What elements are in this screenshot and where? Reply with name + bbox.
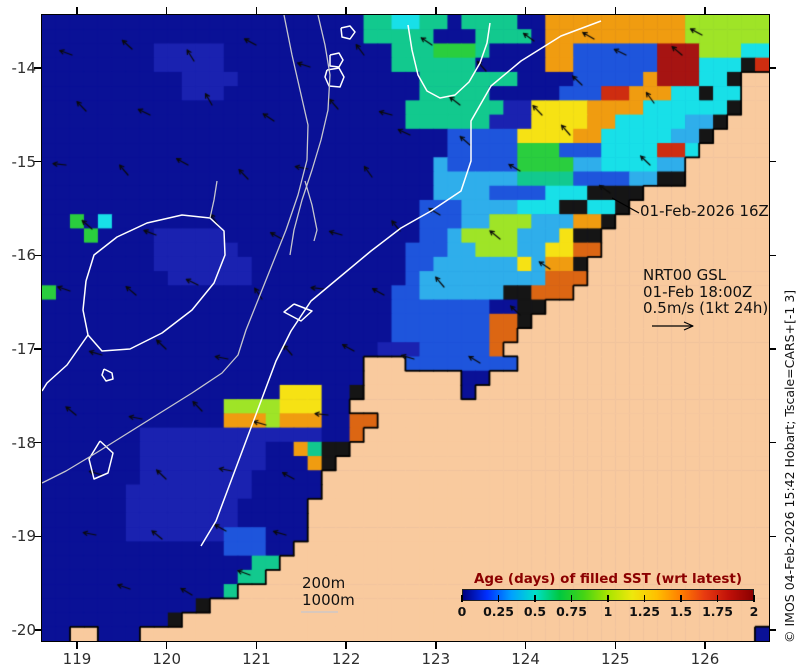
- colorbar-tick: [716, 595, 719, 602]
- forecast-annotation: NRT00 GSL 01-Feb 18:00Z 0.5m/s (1kt 24h): [643, 267, 768, 317]
- colorbar-tick: [461, 595, 463, 602]
- colorbar-tick-label: 0.75: [556, 604, 587, 619]
- y-tick-left--14: [34, 67, 41, 69]
- colorbar-tick: [570, 595, 573, 602]
- contour-1000m: [304, 180, 318, 242]
- y-tick-left--16: [34, 254, 41, 257]
- contour-1000m: [289, 15, 331, 256]
- x-tick-label-121: 121: [242, 650, 271, 668]
- y-tick-label--20: -20: [11, 621, 37, 639]
- x-tick-label-122: 122: [331, 650, 361, 668]
- contour-overlay: [42, 15, 694, 613]
- y-tick-label--17: -17: [11, 340, 37, 358]
- x-tick-label-125: 125: [600, 650, 630, 668]
- x-tick-bottom-126: [704, 642, 706, 649]
- colorbar-tick-label: 1: [603, 604, 613, 619]
- colorbar-tick-label: 1.75: [702, 604, 733, 619]
- y-tick-left--19: [34, 535, 41, 538]
- x-tick-label-126: 126: [690, 650, 720, 668]
- x-tick-top-123: [435, 7, 437, 14]
- vector-scale-label: 0.5m/s (1kt 24h): [643, 299, 769, 317]
- y-tick-right--15: [769, 160, 776, 163]
- contour-200m: [324, 67, 345, 88]
- x-tick-bottom-125: [614, 642, 617, 649]
- x-tick-top-125: [614, 7, 617, 14]
- y-tick-label--14: -14: [11, 59, 37, 77]
- sst-age-raster: [42, 15, 769, 641]
- contour-200m: [283, 303, 313, 322]
- y-tick-left--18: [34, 441, 41, 444]
- contour-200m: [200, 20, 602, 547]
- x-tick-bottom-119: [76, 642, 78, 649]
- x-tick-bottom-124: [524, 642, 527, 649]
- x-tick-top-119: [76, 7, 78, 14]
- contour-200m: [329, 52, 344, 68]
- legend-title: Age (days) of filled SST (wrt latest): [473, 571, 743, 587]
- forecast-time-label: 01-Feb 18:00Z: [643, 282, 753, 301]
- colorbar-tick: [534, 595, 536, 602]
- scale-arrow-head: [683, 321, 694, 331]
- contour-200m: [340, 25, 356, 40]
- y-tick-right--20: [769, 629, 776, 631]
- credit-text: © IMOS 04-Feb-2026 15:42 Hobart; Tscale=…: [782, 289, 797, 643]
- depth-200m-label: 200m: [302, 574, 346, 592]
- colorbar-tick: [643, 595, 646, 602]
- x-tick-label-124: 124: [511, 650, 540, 668]
- x-tick-top-124: [524, 7, 527, 14]
- y-tick-right--14: [769, 67, 776, 69]
- x-tick-top-121: [255, 7, 258, 14]
- colorbar-tick: [497, 595, 500, 602]
- y-tick-label--15: -15: [11, 152, 37, 171]
- contour-1000m: [209, 180, 218, 219]
- contour-200m: [101, 368, 114, 382]
- y-tick-right--17: [769, 348, 776, 350]
- depth-1000m-label: 1000m: [302, 591, 355, 609]
- x-tick-bottom-121: [255, 642, 258, 649]
- y-tick-right--18: [769, 441, 776, 444]
- x-tick-top-126: [704, 7, 706, 14]
- y-tick-label--18: -18: [11, 433, 37, 452]
- contour-200m: [42, 334, 89, 392]
- x-tick-label-120: 120: [152, 650, 182, 668]
- colorbar-tick-label: 1.25: [629, 604, 660, 619]
- y-tick-left--20: [34, 629, 41, 631]
- colorbar-tick-label: 0: [457, 604, 467, 619]
- contour-200m: [88, 440, 114, 480]
- contour-1000m: [42, 15, 309, 484]
- contour-200m: [407, 22, 491, 99]
- annotation-leader-line: [611, 197, 640, 214]
- map-area: 01-Feb-2026 16Z NRT00 GSL 01-Feb 18:00Z …: [41, 14, 770, 642]
- colorbar-legend: Age (days) of filled SST (wrt latest) 0 0…: [458, 571, 759, 625]
- y-tick-label--19: -19: [11, 527, 37, 546]
- colorbar-tick: [680, 595, 682, 602]
- y-tick-right--19: [769, 535, 776, 538]
- colorbar-tick: [753, 595, 755, 602]
- y-tick-label--16: -16: [11, 246, 37, 265]
- colorbar-tick: [607, 595, 609, 602]
- x-tick-bottom-123: [435, 642, 437, 649]
- x-tick-label-119: 119: [62, 650, 92, 668]
- colorbar-tick-label: 0.25: [483, 604, 514, 619]
- observation-timestamp-label: 01-Feb-2026 16Z: [640, 202, 769, 220]
- model-label: NRT00 GSL: [643, 266, 727, 284]
- colorbar-tick-label: 1.5: [669, 604, 693, 619]
- x-tick-top-120: [165, 7, 168, 14]
- x-tick-top-122: [345, 7, 347, 14]
- colorbar-tick-label: 0.5: [523, 604, 547, 619]
- y-tick-left--15: [34, 160, 41, 163]
- colorbar-tick-label: 2: [749, 604, 759, 619]
- y-tick-right--16: [769, 254, 776, 257]
- contour-200m: [82, 214, 226, 352]
- y-tick-left--17: [34, 348, 41, 350]
- x-tick-bottom-120: [165, 642, 168, 649]
- x-tick-label-123: 123: [421, 650, 451, 668]
- x-tick-bottom-122: [345, 642, 347, 649]
